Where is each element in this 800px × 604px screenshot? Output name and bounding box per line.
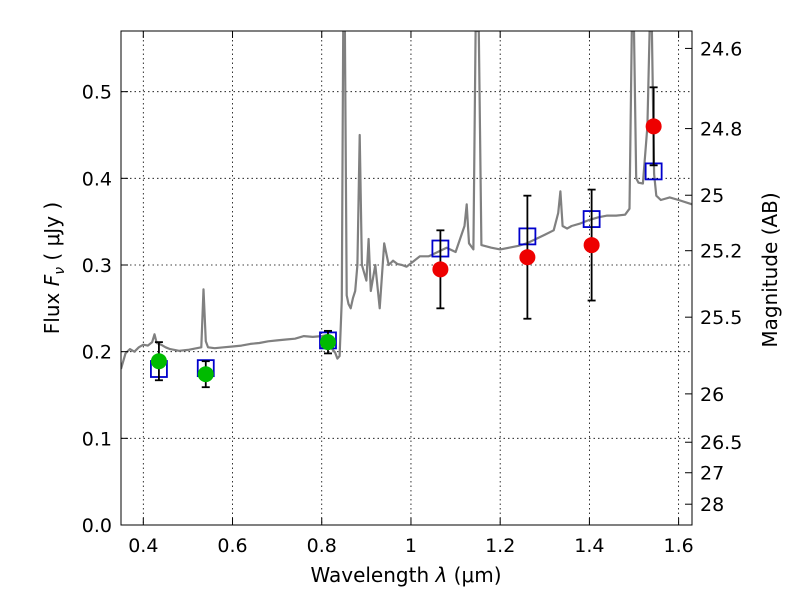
x-tick-label: 1.2 [485,535,515,557]
x-title-prefix: Wavelength [310,563,435,587]
y2-tick-label: 25.2 [700,241,742,263]
nearir-photometry-point [432,261,449,278]
plot-frame [120,30,693,526]
y-title-symbol: F [40,274,64,286]
y-tick-label: 0.2 [82,342,112,364]
x-tick-label: 0.6 [217,535,247,557]
optical-photometry-point [150,353,167,370]
x-tick-label: 0.4 [128,535,158,557]
marker-layer [150,86,663,389]
y-tick-label: 0.3 [82,255,112,277]
y-tick-label: 0.0 [82,515,112,537]
y2-tick-label: 26.5 [700,432,742,454]
y2-axis-title: Magnitude (AB) [758,192,782,347]
y2-tick-label: 25.5 [700,307,742,329]
x-title-suffix: (μm) [447,563,501,587]
tick-layer: 0.4 0.6 0.8 1 1.2 1.4 1.6 0.0 0.1 0.2 0.3 0.4 0.5 24.… [82,31,742,557]
x-tick-label: 1.4 [574,535,604,557]
y2-tick-label: 26 [700,384,724,406]
y2-tick-label: 24.8 [700,119,742,141]
nearir-photometry-point [583,237,600,254]
optical-photometry-point [319,334,336,351]
y2-tick-label: 25 [700,185,724,207]
y-title-subscript: ν [52,267,68,275]
nearir-photometry-point [645,118,662,135]
x-tick-label: 1 [405,535,417,557]
y-title-prefix: Flux [40,286,64,334]
optical-photometry-point [197,366,214,383]
y-tick-label: 0.4 [82,168,112,190]
x-title-symbol: λ [434,563,447,587]
grid-lines [121,31,692,526]
y-title-suffix: ( μJy ) [40,202,64,267]
nearir-photometry-point [519,249,536,266]
model-spectrum-line [121,31,692,370]
y2-tick-label: 27 [700,463,724,485]
x-axis-title: Wavelength λ (μm) [310,563,501,587]
y2-tick-label: 28 [700,494,724,516]
y2-tick-label: 24.6 [700,38,742,60]
spectrum-layer [121,31,692,370]
x-tick-label: 0.8 [307,535,337,557]
y-axis-title: Flux Fν ( μJy ) [40,202,68,334]
y-tick-label: 0.1 [82,428,112,450]
x-tick-label: 1.6 [664,535,694,557]
y-tick-label: 0.5 [82,82,112,104]
